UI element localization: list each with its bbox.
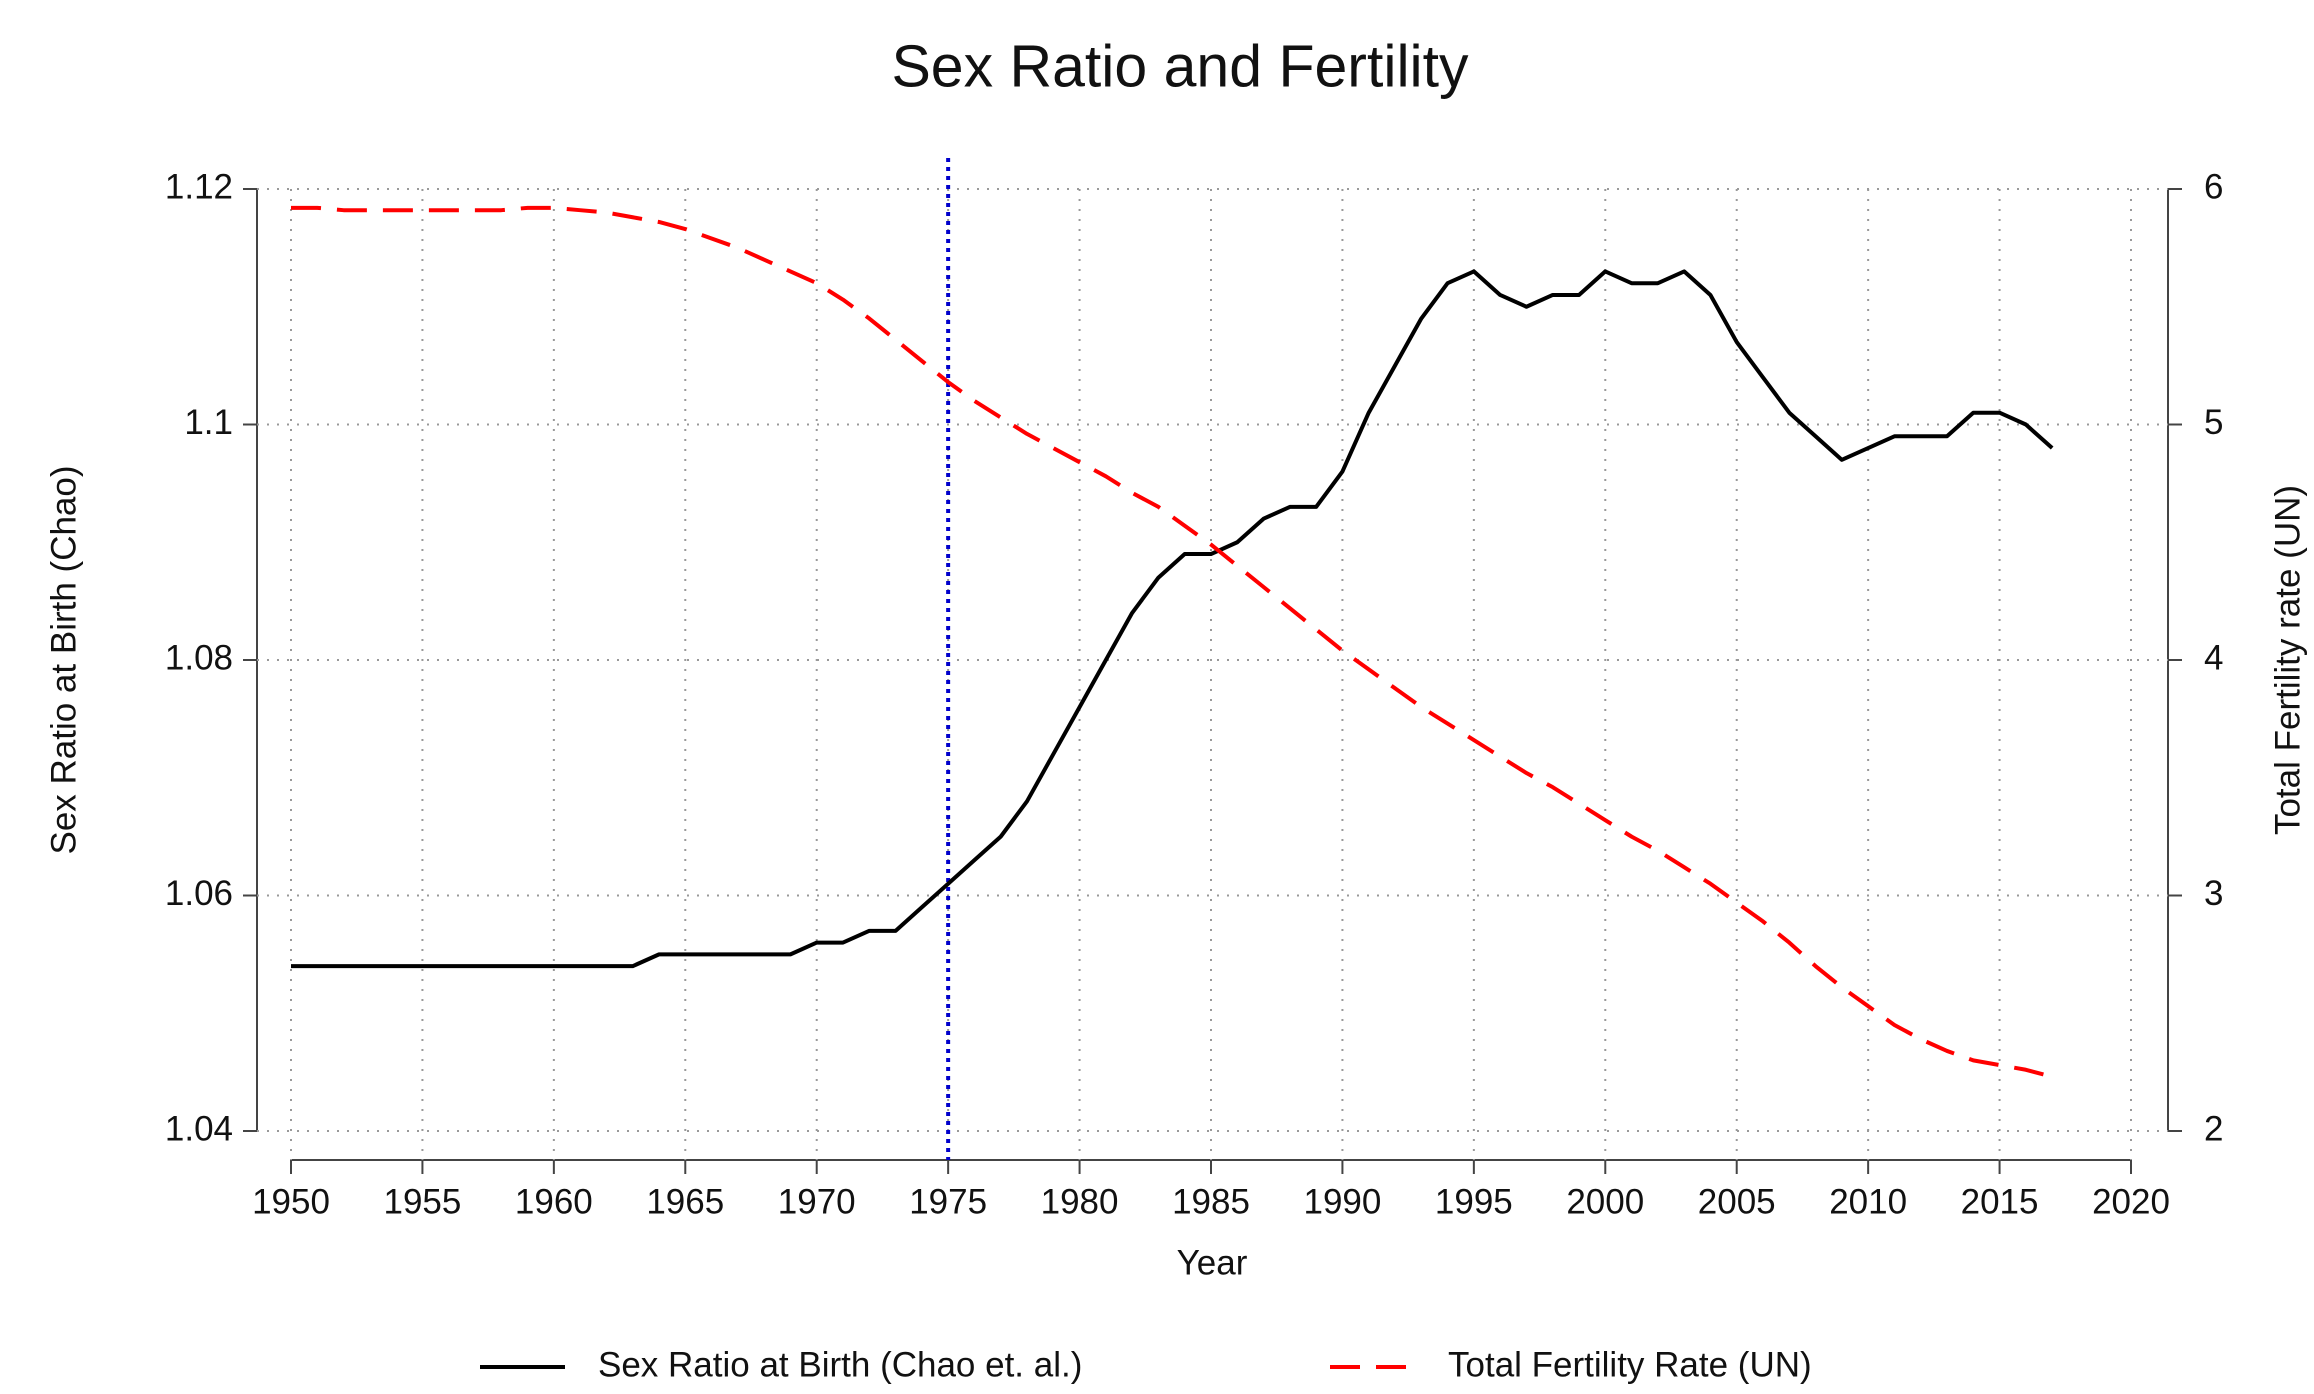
- chart-title: Sex Ratio and Fertility: [891, 34, 1469, 100]
- x-tick-label: 1985: [1172, 1182, 1250, 1221]
- y-tick-label: 1.12: [165, 167, 233, 206]
- x-tick-label: 1980: [1041, 1182, 1119, 1221]
- x-tick-label: 1950: [252, 1182, 330, 1221]
- x-tick-label: 2015: [1961, 1182, 2039, 1221]
- y-tick-label: 1.06: [165, 874, 233, 913]
- x-tick-label: 1970: [778, 1182, 856, 1221]
- y2-axis-label: Total Fertility rate (UN): [2268, 485, 2307, 835]
- y-tick-label: 1.04: [165, 1109, 233, 1148]
- y2-tick-label: 2: [2204, 1109, 2223, 1148]
- x-tick-label: 1965: [646, 1182, 724, 1221]
- y-tick-label: 1.1: [184, 403, 233, 442]
- line-series: [291, 205, 2053, 1079]
- x-tick-label: 1995: [1435, 1182, 1513, 1221]
- y2-tick-label: 6: [2204, 167, 2223, 206]
- x-tick-label: 2005: [1698, 1182, 1776, 1221]
- x-tick-label: 1960: [515, 1182, 593, 1221]
- y2-tick-label: 5: [2204, 403, 2223, 442]
- y2-tick-label: 4: [2204, 638, 2223, 677]
- y-tick-label: 1.08: [165, 638, 233, 677]
- y2-tick-label: 3: [2204, 874, 2223, 913]
- x-tick-label: 2020: [2092, 1182, 2170, 1221]
- legend-label: Total Fertility Rate (UN): [1448, 1345, 1812, 1384]
- y-axis-label: Sex Ratio at Birth (Chao): [44, 465, 83, 854]
- x-tick-label: 2010: [1829, 1182, 1907, 1221]
- x-axis-label: Year: [1177, 1243, 1248, 1282]
- x-tick-label: 1975: [909, 1182, 987, 1221]
- x-tick-label: 1955: [383, 1182, 461, 1221]
- x-tick-label: 1990: [1303, 1182, 1381, 1221]
- x-tick-label: 2000: [1566, 1182, 1644, 1221]
- line-series: [291, 269, 2054, 969]
- legend-label: Sex Ratio at Birth (Chao et. al.): [598, 1345, 1082, 1384]
